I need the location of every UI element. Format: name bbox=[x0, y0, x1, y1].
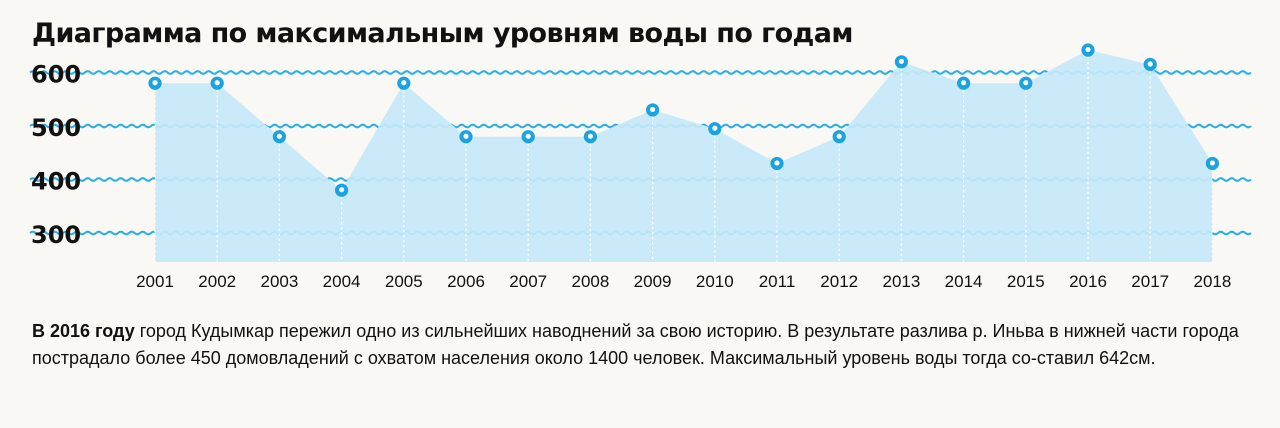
x-tick-2007: 2007 bbox=[509, 272, 547, 291]
marker-2010 bbox=[708, 122, 722, 136]
water-level-area bbox=[155, 50, 1213, 262]
caption-text: город Кудымкар пережил одно из сильнейши… bbox=[32, 321, 1239, 368]
marker-center bbox=[774, 160, 780, 166]
marker-center bbox=[276, 133, 282, 139]
y-tick-400: 400 bbox=[31, 168, 81, 196]
x-tick-2002: 2002 bbox=[198, 272, 236, 291]
marker-center bbox=[463, 133, 469, 139]
chart-title: Диаграмма по максимальным уровням воды п… bbox=[32, 18, 853, 49]
caption-lead: В 2016 году bbox=[32, 321, 135, 341]
marker-2017 bbox=[1143, 57, 1157, 72]
marker-center bbox=[152, 80, 158, 86]
x-tick-2009: 2009 bbox=[634, 272, 672, 291]
marker-2016 bbox=[1081, 43, 1095, 57]
marker-2018 bbox=[1205, 156, 1219, 171]
marker-2005 bbox=[397, 76, 411, 90]
marker-center bbox=[1209, 160, 1215, 166]
data-markers bbox=[148, 43, 1219, 197]
marker-center bbox=[401, 80, 407, 86]
x-tick-2018: 2018 bbox=[1193, 272, 1231, 291]
marker-2007 bbox=[521, 130, 535, 144]
marker-2006 bbox=[459, 130, 473, 144]
area-series bbox=[155, 50, 1213, 262]
x-tick-2016: 2016 bbox=[1069, 272, 1107, 291]
x-tick-2014: 2014 bbox=[945, 272, 983, 291]
marker-center bbox=[1147, 61, 1153, 67]
marker-center bbox=[836, 133, 842, 139]
x-axis-ticks: 2001 2002 2003 2004 2005 2006 2007 2008 2009 2010… bbox=[136, 272, 1231, 291]
x-tick-2012: 2012 bbox=[820, 272, 858, 291]
x-tick-2006: 2006 bbox=[447, 272, 485, 291]
marker-2008 bbox=[583, 130, 598, 144]
marker-2002 bbox=[210, 76, 224, 90]
y-tick-300: 300 bbox=[31, 221, 81, 249]
marker-center bbox=[1023, 80, 1029, 86]
x-tick-2004: 2004 bbox=[323, 272, 361, 291]
x-tick-2001: 2001 bbox=[136, 272, 174, 291]
x-tick-2008: 2008 bbox=[571, 272, 609, 291]
x-tick-2015: 2015 bbox=[1007, 272, 1045, 291]
caption: В 2016 году город Кудымкар пережил одно … bbox=[32, 318, 1250, 372]
x-tick-2005: 2005 bbox=[385, 272, 423, 291]
marker-2012 bbox=[832, 130, 846, 144]
y-tick-600: 600 bbox=[31, 61, 81, 89]
marker-center bbox=[712, 125, 718, 131]
y-axis-ticks: 300 400 500 600 bbox=[31, 61, 81, 250]
marker-2015 bbox=[1019, 76, 1033, 90]
marker-center bbox=[587, 133, 594, 139]
x-tick-2010: 2010 bbox=[696, 272, 734, 291]
marker-center bbox=[525, 133, 531, 139]
x-tick-2003: 2003 bbox=[260, 272, 298, 291]
drop-lines bbox=[154, 57, 1214, 262]
x-tick-2011: 2011 bbox=[759, 272, 796, 291]
marker-2011 bbox=[770, 156, 784, 171]
marker-2003 bbox=[272, 130, 286, 144]
x-tick-2013: 2013 bbox=[882, 272, 920, 291]
marker-2001 bbox=[148, 76, 162, 90]
marker-center bbox=[339, 187, 345, 193]
x-tick-2017: 2017 bbox=[1131, 272, 1169, 291]
marker-center bbox=[650, 106, 656, 113]
marker-center bbox=[898, 58, 905, 64]
marker-center bbox=[1085, 46, 1091, 53]
marker-2014 bbox=[957, 76, 971, 90]
y-tick-500: 500 bbox=[31, 114, 81, 142]
marker-2013 bbox=[894, 55, 909, 69]
marker-2004 bbox=[335, 183, 349, 197]
marker-2009 bbox=[646, 103, 660, 117]
marker-center bbox=[961, 80, 967, 86]
marker-center bbox=[214, 80, 220, 86]
